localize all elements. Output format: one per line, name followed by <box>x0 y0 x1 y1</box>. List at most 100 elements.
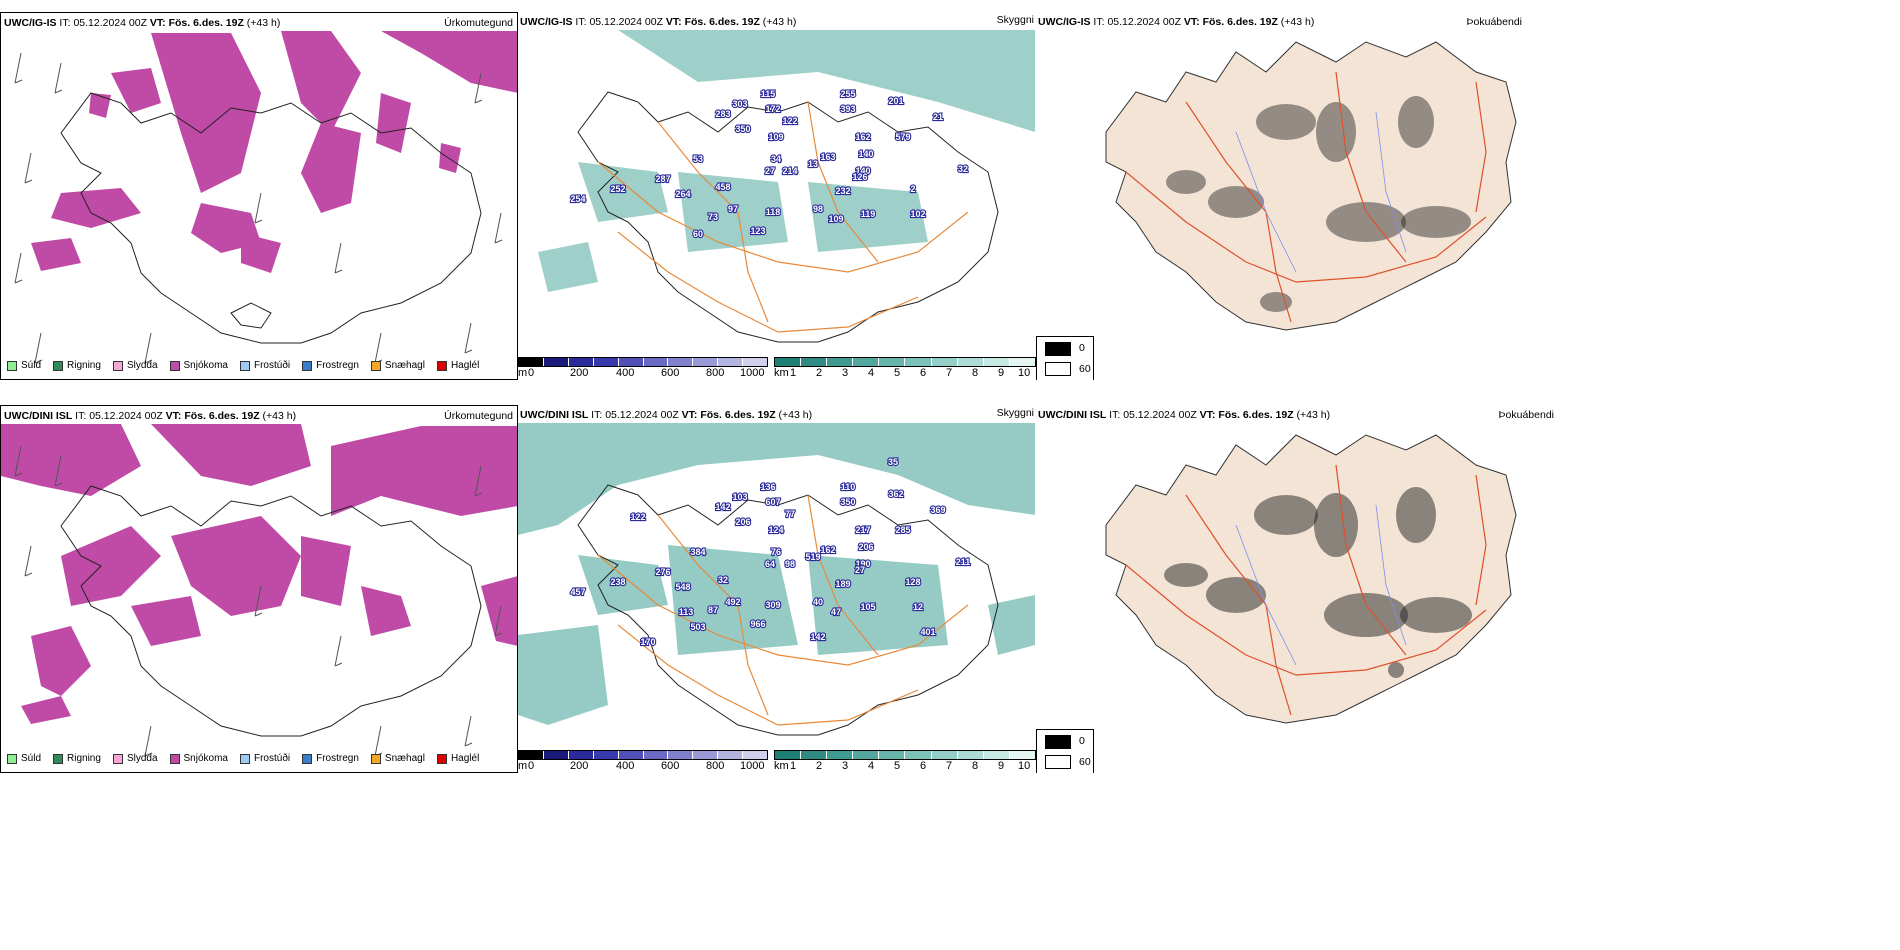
vt-label: VT: <box>1183 16 1200 28</box>
ceiling-value-label: 201 <box>888 96 903 106</box>
visibility-tick: 10 <box>1018 367 1031 379</box>
vt-value: Fös. 6.des. 19Z <box>168 17 244 29</box>
bar-step <box>668 358 694 366</box>
bar-step <box>519 358 544 366</box>
legend-label: Haglél <box>450 360 480 371</box>
ceiling-tick: 200 <box>570 367 589 379</box>
vt-label: VT: <box>165 410 182 422</box>
ceiling-value-label: 142 <box>810 632 825 642</box>
ceiling-value-label: 140 <box>858 149 873 159</box>
visibility-heading-0: Skyggni <box>996 14 1034 26</box>
ceiling-value-label: 369 <box>930 505 945 515</box>
visibility-map-1 <box>518 423 1035 736</box>
ceiling-bar <box>518 357 768 367</box>
model-name: UWC/DINI ISL <box>4 410 73 422</box>
ceiling-colorbar-1: m 0 200 400 600 800 1000 <box>518 750 768 773</box>
bar-step <box>643 751 669 759</box>
ceiling-value-label: 607 <box>765 497 780 507</box>
ceiling-value-label: 384 <box>690 547 705 557</box>
ceiling-value-label: 190 <box>855 559 870 569</box>
visibility-bar <box>774 357 1036 367</box>
legend-label: Snjókoma <box>183 753 228 764</box>
visibility-tick: 4 <box>868 367 875 379</box>
bar-step <box>718 358 744 366</box>
ceiling-value-label: 503 <box>690 622 705 632</box>
bar-step <box>718 751 744 759</box>
bar-step <box>519 751 544 759</box>
ceiling-tick: 0 <box>528 367 535 379</box>
legend-swatch <box>169 753 180 764</box>
legend-swatch <box>169 360 180 371</box>
cloud-panel-1: UWC/DINI ISL IT: 05.12.2024 00Z VT: Fös.… <box>1036 405 1556 773</box>
ceiling-tick: 1000 <box>740 760 765 772</box>
bar-step <box>931 751 958 759</box>
lead-time: (+43 h) <box>262 410 297 422</box>
ceiling-value-label: 170 <box>640 637 655 647</box>
bar-step <box>983 358 1010 366</box>
ceiling-value-label: 60 <box>693 229 703 239</box>
legend-item-4: Frostúði <box>239 360 290 371</box>
it-label: IT: <box>75 410 87 422</box>
ceiling-value-label: 109 <box>768 132 783 142</box>
visibility-tick: 9 <box>998 367 1005 379</box>
lead-time: (+43 h) <box>762 16 797 28</box>
legend-label: 0 <box>1079 342 1085 354</box>
cloud-title-1: UWC/DINI ISL IT: 05.12.2024 00Z VT: Fös.… <box>1038 409 1330 421</box>
ceiling-value-label: 309 <box>765 600 780 610</box>
bar-step <box>568 358 594 366</box>
legend-item-0: Súld <box>7 753 41 764</box>
ceiling-value-label: 140 <box>855 166 870 176</box>
vt-value: Fös. 6.des. 19Z <box>700 409 776 421</box>
bar-step <box>801 751 828 759</box>
ceiling-tick: 800 <box>706 760 725 772</box>
ceiling-value-label: 32 <box>958 164 968 174</box>
ceiling-value-label: 350 <box>840 497 855 507</box>
visibility-shading <box>518 423 1035 725</box>
bar-step <box>827 751 854 759</box>
ceiling-tick: 400 <box>616 367 635 379</box>
vt-label: VT: <box>665 16 682 28</box>
ceiling-value-label: 519 <box>805 552 820 562</box>
ceiling-value-label: 2 <box>910 184 915 194</box>
ceiling-value-label: 13 <box>808 159 818 169</box>
legend-item-5: Frostregn <box>302 753 359 764</box>
ceiling-value-label: 189 <box>835 579 850 589</box>
ceiling-value-label: 206 <box>858 542 873 552</box>
visibility-tick: 6 <box>920 760 927 772</box>
visibility-unit: km <box>774 760 789 772</box>
bar-step <box>593 751 619 759</box>
visibility-tick: 1 <box>790 367 797 379</box>
ceiling-value-label: 105 <box>860 602 875 612</box>
ceiling-value-label: 122 <box>782 116 797 126</box>
ceiling-value-label: 457 <box>570 587 585 597</box>
ceiling-value-label: 115 <box>761 89 776 99</box>
visibility-tick: 2 <box>816 760 823 772</box>
legend-label: Frostregn <box>316 360 359 371</box>
cloud-title-0: UWC/IG-IS IT: 05.12.2024 00Z VT: Fös. 6.… <box>1038 16 1314 28</box>
ceiling-tick: 400 <box>616 760 635 772</box>
precip-title-0: UWC/IG-IS IT: 05.12.2024 00Z VT: Fös. 6.… <box>4 17 280 29</box>
legend-swatch <box>302 753 313 764</box>
ceiling-tick: 800 <box>706 367 725 379</box>
lead-time: (+43 h) <box>246 17 281 29</box>
legend-item-7: Haglél <box>436 753 480 764</box>
lead-time: (+43 h) <box>1280 16 1315 28</box>
ceiling-value-label: 217 <box>855 525 870 535</box>
ceiling-value-label: 113 <box>679 607 694 617</box>
ceiling-value-label: 40 <box>813 597 823 607</box>
legend-item-1: Rigning <box>53 753 101 764</box>
ceiling-value-label: 109 <box>828 214 843 224</box>
model-name: UWC/IG-IS <box>4 17 57 29</box>
ceiling-value-label: 252 <box>610 184 625 194</box>
ceiling-value-label: 110 <box>841 482 856 492</box>
visibility-tick: 3 <box>842 367 849 379</box>
ceiling-value-label: 303 <box>732 99 747 109</box>
cloud-legend-0: 0 60 <box>1036 336 1094 380</box>
bar-step <box>957 358 984 366</box>
ceiling-value-label: 579 <box>895 132 910 142</box>
legend-label: Haglél <box>450 753 480 764</box>
cloud-heading-0: Þokuábendi <box>1466 16 1522 28</box>
bar-step <box>618 751 644 759</box>
bar-step <box>905 751 932 759</box>
